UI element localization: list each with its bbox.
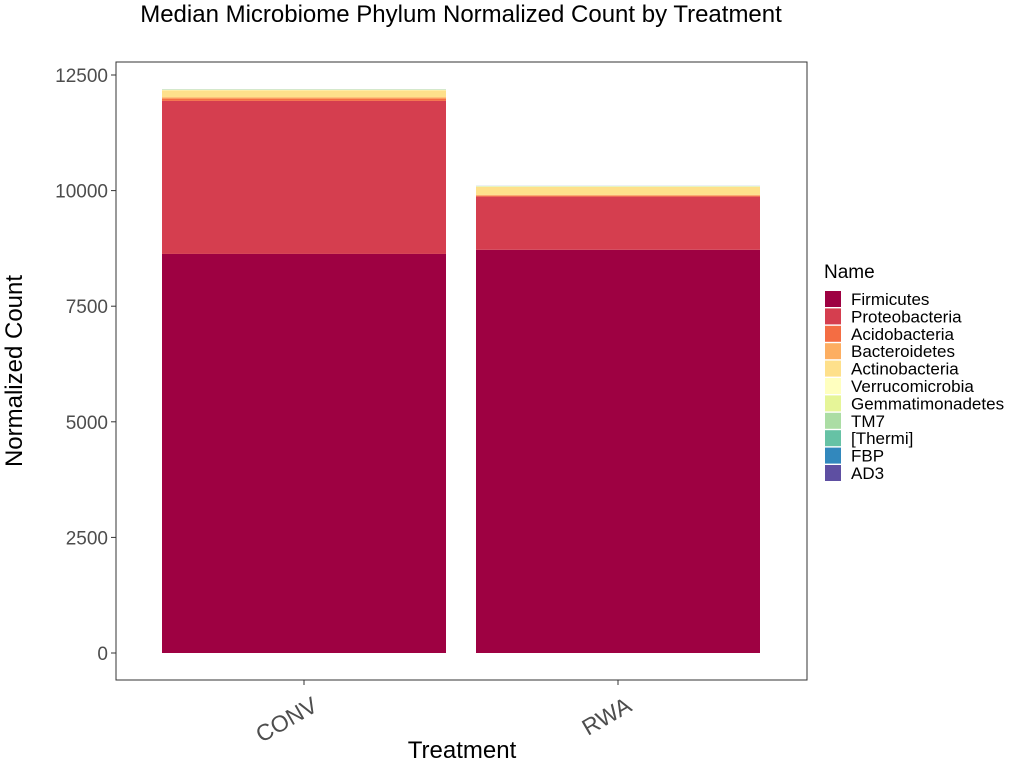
panel-border [115,61,808,681]
legend-label: Verrucomicrobia [851,377,974,396]
y-axis: 0 2500 5000 7500 10000 12500 [55,66,116,665]
bar-segment [476,195,760,197]
legend-key [825,378,841,394]
bar-segment [162,98,446,101]
legend-key [825,325,841,342]
bar-segment [476,249,760,653]
legend-title: Name [824,262,875,283]
legend-key [825,343,841,360]
legend-label: Firmicutes [851,290,929,309]
legend-key [825,395,841,412]
bar-segment [476,194,760,196]
legend-key [825,291,841,307]
y-tick-label: 7500 [66,297,108,318]
legend-label: AD3 [851,464,884,483]
y-tick-label: 5000 [66,413,108,434]
legend-key [825,430,841,447]
legend-label: Actinobacteria [851,360,959,379]
legend-key [825,465,841,481]
chart-title: Median Microbiome Phylum Normalized Coun… [140,1,782,28]
legend-label: TM7 [851,412,885,431]
legend-key [825,360,841,377]
y-tick-label: 12500 [55,66,108,87]
y-tick-label: 0 [97,644,108,665]
y-tick-label: 10000 [55,182,108,203]
legend-label: [Thermi] [851,429,913,448]
legend-key [825,412,841,429]
legend-key [825,308,841,325]
y-tick-label: 2500 [66,528,108,549]
legend-label: Proteobacteria [851,307,962,326]
legend-label: Bacteroidetes [851,342,955,361]
bar-segment [162,90,446,98]
y-axis-title: Normalized Count [1,275,28,467]
bar-segment [476,196,760,250]
bar-segment [162,253,446,654]
x-tick-label: RWA [577,691,636,740]
x-tick-label: CONV [251,691,322,747]
bar-segment [162,97,446,99]
plot-area [162,89,760,654]
legend: Name FirmicutesProteobacteriaAcidobacter… [824,262,1004,483]
bar-segment [476,186,760,195]
legend-key [825,447,841,464]
legend-label: FBP [851,447,884,466]
bar-segment [162,100,446,254]
x-axis-title: Treatment [408,737,517,764]
legend-label: Gemmatimonadetes [851,394,1004,413]
legend-label: Acidobacteria [851,325,955,344]
